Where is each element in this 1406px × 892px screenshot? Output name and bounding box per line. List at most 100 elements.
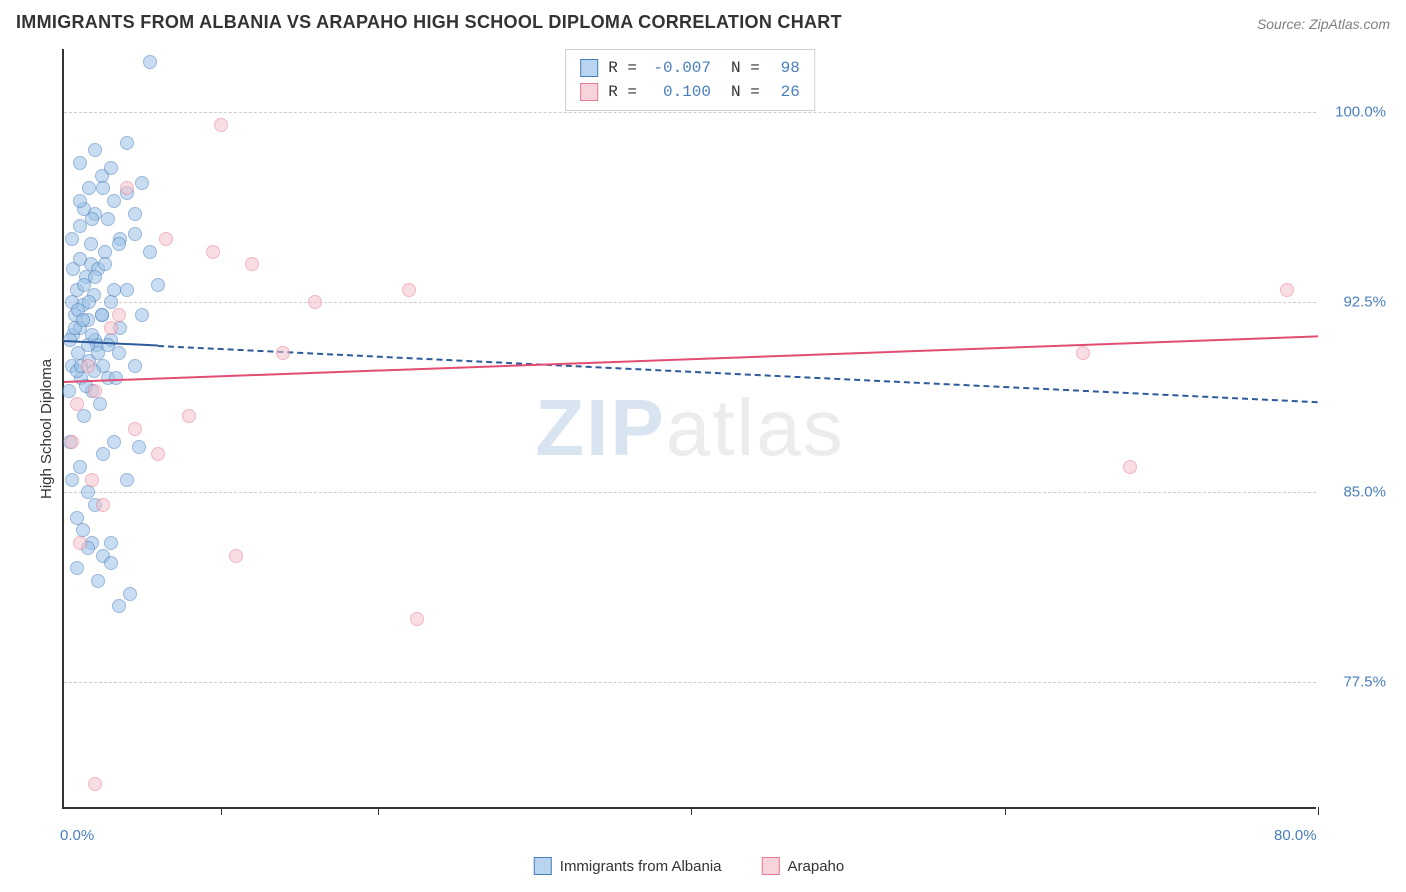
data-point: [1123, 460, 1137, 474]
data-point: [159, 232, 173, 246]
data-point: [95, 308, 109, 322]
data-point: [182, 409, 196, 423]
grid-line: [64, 302, 1316, 303]
data-point: [73, 536, 87, 550]
data-point: [104, 556, 118, 570]
data-point: [120, 473, 134, 487]
stat-legend-row: R =-0.007N =98: [580, 56, 800, 80]
data-point: [104, 536, 118, 550]
data-point: [96, 181, 110, 195]
data-point: [123, 587, 137, 601]
data-point: [128, 207, 142, 221]
data-point: [276, 346, 290, 360]
data-point: [132, 440, 146, 454]
y-axis-title: High School Diploma: [38, 359, 55, 499]
data-point: [107, 194, 121, 208]
data-point: [1076, 346, 1090, 360]
data-point: [104, 295, 118, 309]
chart-title: IMMIGRANTS FROM ALBANIA VS ARAPAHO HIGH …: [16, 12, 842, 33]
data-point: [85, 212, 99, 226]
watermark: ZIPatlas: [535, 382, 844, 474]
data-point: [151, 447, 165, 461]
data-point: [70, 397, 84, 411]
data-point: [206, 245, 220, 259]
data-point: [410, 612, 424, 626]
legend-swatch: [762, 857, 780, 875]
data-point: [82, 181, 96, 195]
legend-label: Arapaho: [788, 858, 845, 875]
header-bar: IMMIGRANTS FROM ALBANIA VS ARAPAHO HIGH …: [0, 0, 1406, 37]
series-legend: Immigrants from Albania Arapaho: [534, 857, 844, 875]
data-point: [81, 359, 95, 373]
data-point: [104, 161, 118, 175]
data-point: [65, 232, 79, 246]
data-point: [143, 55, 157, 69]
data-point: [151, 278, 165, 292]
data-point: [98, 257, 112, 271]
data-point: [135, 176, 149, 190]
data-point: [81, 485, 95, 499]
x-tick: [378, 807, 379, 815]
y-tick-label: 92.5%: [1326, 294, 1386, 311]
data-point: [245, 257, 259, 271]
data-point: [91, 574, 105, 588]
data-point: [73, 156, 87, 170]
data-point: [135, 308, 149, 322]
legend-label: Immigrants from Albania: [560, 858, 722, 875]
data-point: [88, 270, 102, 284]
data-point: [65, 473, 79, 487]
grid-line: [64, 492, 1316, 493]
data-point: [112, 308, 126, 322]
x-tick: [691, 807, 692, 815]
data-point: [143, 245, 157, 259]
data-point: [128, 422, 142, 436]
r-value: 0.100: [647, 80, 711, 104]
legend-swatch: [580, 59, 598, 77]
legend-item: Arapaho: [762, 857, 845, 875]
data-point: [65, 435, 79, 449]
data-point: [128, 227, 142, 241]
data-point: [88, 143, 102, 157]
trend-line: [64, 335, 1318, 383]
data-point: [96, 447, 110, 461]
data-point: [93, 397, 107, 411]
chart-container: ZIPatlas R =-0.007N =98R =0.100N =26 77.…: [16, 43, 1390, 873]
stat-legend-row: R =0.100N =26: [580, 80, 800, 104]
data-point: [128, 359, 142, 373]
y-tick-label: 85.0%: [1326, 484, 1386, 501]
data-point: [104, 321, 118, 335]
trend-line: [158, 345, 1318, 403]
data-point: [88, 777, 102, 791]
data-point: [112, 237, 126, 251]
n-value: 98: [770, 56, 800, 80]
data-point: [84, 237, 98, 251]
x-tick: [1318, 807, 1319, 815]
data-point: [101, 338, 115, 352]
x-axis-label-min: 0.0%: [60, 827, 94, 844]
data-point: [120, 283, 134, 297]
n-value: 26: [770, 80, 800, 104]
data-point: [76, 313, 90, 327]
data-point: [73, 219, 87, 233]
y-tick-label: 77.5%: [1326, 674, 1386, 691]
data-point: [88, 384, 102, 398]
x-axis-label-max: 80.0%: [1274, 827, 1317, 844]
r-value: -0.007: [647, 56, 711, 80]
legend-item: Immigrants from Albania: [534, 857, 722, 875]
x-tick: [1005, 807, 1006, 815]
data-point: [120, 136, 134, 150]
data-point: [112, 599, 126, 613]
data-point: [402, 283, 416, 297]
data-point: [62, 384, 76, 398]
data-point: [73, 194, 87, 208]
data-point: [82, 295, 96, 309]
source-label: Source: ZipAtlas.com: [1257, 12, 1390, 32]
legend-swatch: [580, 83, 598, 101]
data-point: [73, 252, 87, 266]
data-point: [101, 212, 115, 226]
stats-legend: R =-0.007N =98R =0.100N =26: [565, 49, 815, 111]
grid-line: [64, 682, 1316, 683]
legend-swatch: [534, 857, 552, 875]
source-name: ZipAtlas.com: [1309, 16, 1390, 32]
data-point: [308, 295, 322, 309]
